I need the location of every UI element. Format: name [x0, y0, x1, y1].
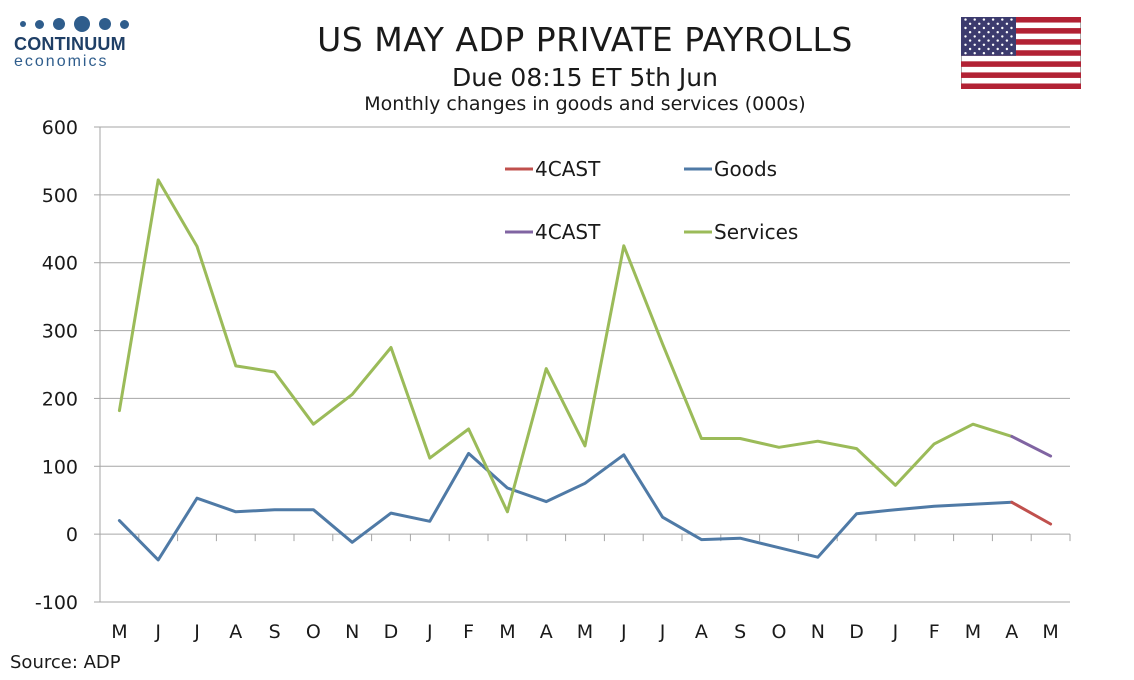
x-tick-label: J — [892, 621, 899, 643]
x-tick-label: M — [577, 621, 593, 643]
y-tick-label: 0 — [66, 524, 78, 546]
legend: 4CAST Goods 4CAST Services — [505, 157, 798, 244]
x-tick-label: A — [695, 621, 708, 643]
y-tick-label: 500 — [42, 185, 78, 207]
x-tick-label: F — [463, 621, 474, 643]
legend-goods-label: Goods — [714, 157, 777, 181]
x-tick-label: A — [540, 621, 553, 643]
source-note: Source: ADP — [10, 652, 121, 673]
goods-line — [117, 451, 1014, 562]
forecast-goods-line — [1010, 500, 1053, 526]
x-tick-label: A — [1005, 621, 1018, 643]
x-tick-label: N — [345, 621, 359, 643]
x-tick-label: A — [229, 621, 242, 643]
x-tick-label: M — [965, 621, 981, 643]
chart-description: Monthly changes in goods and services (0… — [364, 93, 806, 115]
x-tick-label: M — [499, 621, 515, 643]
x-tick-label: N — [811, 621, 825, 643]
y-tick-label: 300 — [42, 321, 78, 343]
forecast-services-line — [1010, 434, 1053, 458]
services-line — [117, 178, 1014, 514]
x-tick-label: J — [154, 621, 161, 643]
y-tick-label: 200 — [42, 388, 78, 410]
logo-dots — [20, 16, 144, 32]
y-tick-label: 400 — [42, 253, 78, 275]
x-tick-label: J — [620, 621, 627, 643]
y-tick-label: 600 — [42, 117, 78, 139]
series-lines — [117, 178, 1053, 562]
y-tick-label: -100 — [35, 592, 78, 614]
us-flag-icon — [961, 17, 1081, 89]
axes: -100 0 100 200 300 400 500 600 M J J A S O N D J F M A M J J A S… — [35, 117, 1071, 643]
continuum-logo: CONTINUUM economics — [14, 16, 144, 71]
logo-sub: economics — [14, 53, 109, 70]
legend-4cast-goods-label: 4CAST — [535, 157, 601, 181]
legend-services-label: Services — [714, 220, 798, 244]
chart-subtitle: Due 08:15 ET 5th Jun — [452, 63, 718, 92]
legend-4cast-services-label: 4CAST — [535, 220, 601, 244]
x-tick-label: D — [384, 621, 399, 643]
y-tick-label: 100 — [42, 456, 78, 478]
x-tick-label: O — [306, 621, 321, 643]
x-tick-label: J — [659, 621, 666, 643]
x-tick-label: M — [111, 621, 127, 643]
logo-name: CONTINUUM — [14, 34, 126, 54]
grid-lines — [100, 126, 1070, 603]
x-tick-label: J — [426, 621, 433, 643]
x-tick-label: J — [193, 621, 200, 643]
x-tick-label: M — [1042, 621, 1058, 643]
x-tick-label: O — [772, 621, 787, 643]
x-tick-label: D — [849, 621, 864, 643]
x-tick-label: S — [734, 621, 746, 643]
chart-title: US MAY ADP PRIVATE PAYROLLS — [317, 20, 853, 59]
x-tick-label: S — [269, 621, 281, 643]
x-tick-label: F — [929, 621, 940, 643]
